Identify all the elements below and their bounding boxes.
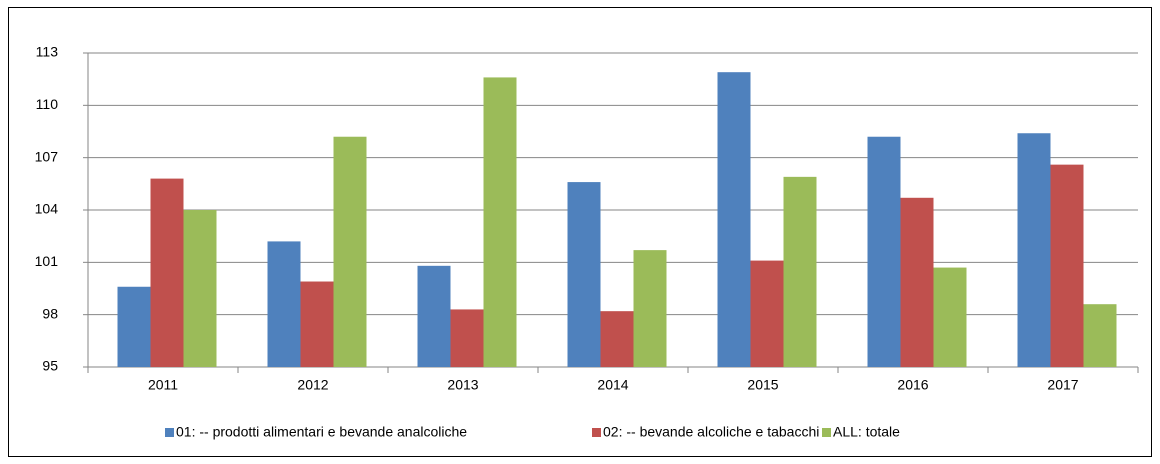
bar <box>417 265 451 367</box>
bar <box>300 281 334 367</box>
legend-label: 01: -- prodotti alimentari e bevande ana… <box>176 424 467 440</box>
bar <box>183 210 217 367</box>
bar <box>867 136 901 367</box>
bar <box>450 309 484 367</box>
y-tick-label: 107 <box>35 148 59 164</box>
bar <box>267 241 301 367</box>
bar <box>483 77 517 367</box>
legend-swatch <box>165 428 174 437</box>
y-tick-label: 104 <box>35 201 59 217</box>
bar <box>117 286 151 367</box>
x-tick-label: 2014 <box>597 377 628 393</box>
x-tick-label: 2011 <box>148 377 178 393</box>
bar <box>1017 133 1051 367</box>
x-tick-label: 2016 <box>897 377 928 393</box>
y-tick-label: 95 <box>42 358 58 374</box>
bar <box>750 260 784 367</box>
bar <box>900 197 934 367</box>
legend-swatch <box>822 428 831 437</box>
bar <box>567 182 601 367</box>
y-tick-label: 101 <box>35 253 59 269</box>
y-tick-label: 113 <box>36 44 59 60</box>
x-tick-label: 2017 <box>1047 377 1078 393</box>
bar <box>933 267 967 367</box>
bar <box>633 250 667 367</box>
bar <box>1050 164 1084 367</box>
legend-label: ALL: totale <box>833 424 900 440</box>
bar <box>150 178 184 367</box>
legend-label: 02: -- bevande alcoliche e tabacchi <box>603 424 819 440</box>
bar <box>783 176 817 367</box>
x-tick-label: 2015 <box>747 377 778 393</box>
bar <box>717 72 751 367</box>
bar <box>333 136 367 367</box>
y-tick-label: 110 <box>36 96 59 112</box>
x-tick-label: 2013 <box>447 377 478 393</box>
legend-swatch <box>592 428 601 437</box>
bar <box>600 311 634 367</box>
x-tick-label: 2012 <box>297 377 328 393</box>
bar <box>1083 304 1117 367</box>
y-tick-label: 98 <box>42 305 58 321</box>
